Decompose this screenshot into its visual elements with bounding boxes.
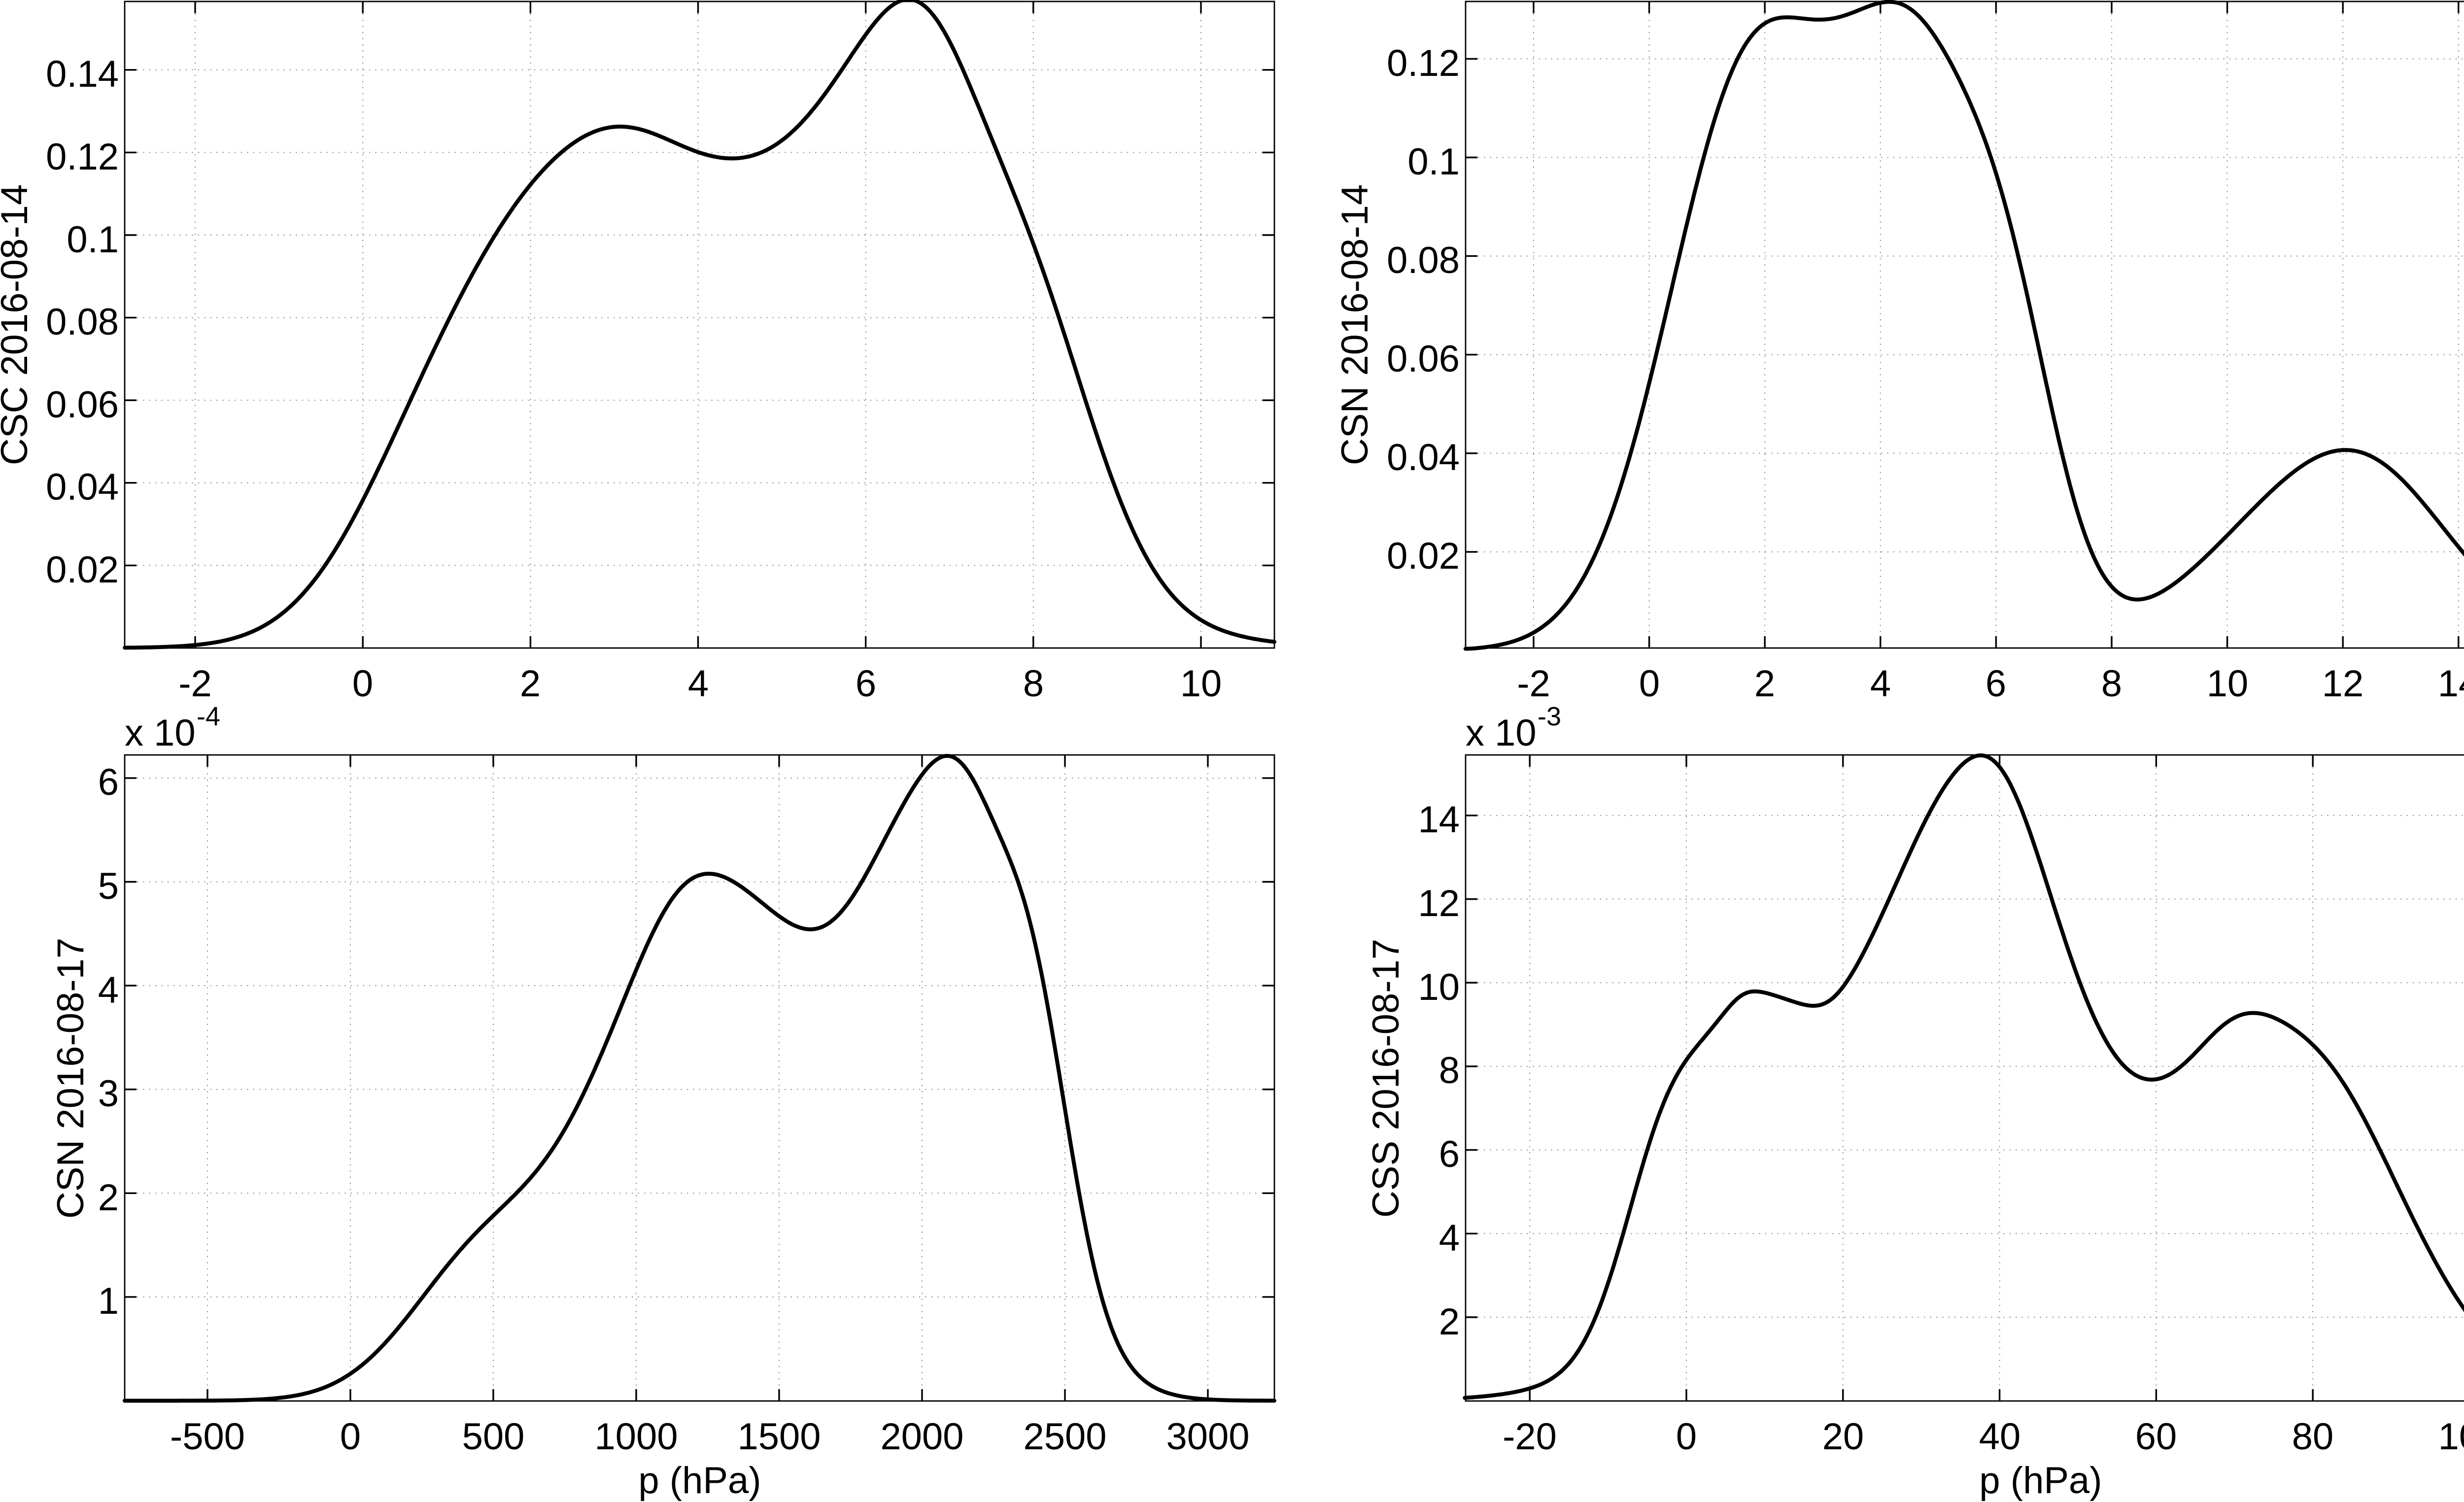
svg-text:10: 10: [1418, 966, 1460, 1008]
svg-text:0.02: 0.02: [1387, 535, 1460, 577]
svg-text:p (hPa): p (hPa): [638, 1460, 761, 1502]
svg-text:60: 60: [2135, 1416, 2177, 1458]
svg-text:4: 4: [98, 969, 119, 1011]
svg-text:0.12: 0.12: [1387, 42, 1460, 84]
svg-text:-20: -20: [1503, 1416, 1557, 1458]
svg-text:2: 2: [98, 1177, 119, 1219]
svg-text:3: 3: [98, 1073, 119, 1115]
svg-text:8: 8: [1023, 663, 1044, 705]
svg-text:0: 0: [352, 663, 373, 705]
svg-text:p (hPa): p (hPa): [1979, 1460, 2102, 1502]
svg-text:0: 0: [340, 1416, 361, 1458]
svg-text:1500: 1500: [737, 1416, 821, 1458]
svg-text:-4: -4: [197, 702, 220, 731]
svg-text:10: 10: [2207, 663, 2249, 705]
svg-text:500: 500: [462, 1416, 525, 1458]
svg-text:0.1: 0.1: [67, 219, 119, 261]
svg-text:6: 6: [1439, 1133, 1460, 1175]
svg-text:12: 12: [1418, 883, 1460, 924]
svg-text:CSS 2016-08-17: CSS 2016-08-17: [1365, 939, 1407, 1218]
svg-text:-3: -3: [1538, 702, 1561, 731]
svg-text:0: 0: [1639, 663, 1660, 705]
svg-text:2: 2: [1754, 663, 1775, 705]
svg-text:0.02: 0.02: [46, 549, 119, 591]
svg-text:4: 4: [1439, 1217, 1460, 1259]
svg-text:0.04: 0.04: [46, 466, 119, 508]
svg-text:1000: 1000: [594, 1416, 678, 1458]
svg-text:0.06: 0.06: [46, 384, 119, 426]
svg-text:14: 14: [2438, 663, 2464, 705]
svg-text:1: 1: [98, 1280, 119, 1322]
svg-text:x 10: x 10: [125, 712, 196, 754]
svg-text:0.12: 0.12: [46, 136, 119, 178]
svg-text:0.08: 0.08: [46, 301, 119, 343]
svg-text:-2: -2: [1517, 663, 1550, 705]
svg-text:12: 12: [2322, 663, 2364, 705]
svg-text:10: 10: [1180, 663, 1222, 705]
svg-text:0: 0: [1676, 1416, 1697, 1458]
svg-text:0.08: 0.08: [1387, 239, 1460, 281]
svg-text:2500: 2500: [1023, 1416, 1106, 1458]
svg-text:x 10: x 10: [1466, 712, 1537, 754]
svg-text:3000: 3000: [1166, 1416, 1249, 1458]
svg-text:40: 40: [1979, 1416, 2021, 1458]
svg-text:0.1: 0.1: [1407, 141, 1460, 183]
svg-text:-2: -2: [178, 663, 212, 705]
svg-text:6: 6: [1985, 663, 2006, 705]
svg-text:CSN 2016-08-14: CSN 2016-08-14: [1334, 184, 1376, 465]
svg-text:2000: 2000: [880, 1416, 963, 1458]
svg-text:8: 8: [2101, 663, 2122, 705]
svg-text:20: 20: [1822, 1416, 1864, 1458]
svg-text:8: 8: [1439, 1050, 1460, 1092]
svg-text:2: 2: [520, 663, 541, 705]
svg-text:0.04: 0.04: [1387, 437, 1460, 478]
svg-text:0.14: 0.14: [46, 53, 119, 95]
svg-text:14: 14: [1418, 799, 1460, 841]
svg-text:80: 80: [2292, 1416, 2334, 1458]
svg-text:5: 5: [98, 865, 119, 907]
svg-text:4: 4: [688, 663, 709, 705]
svg-text:CSC 2016-08-14: CSC 2016-08-14: [0, 184, 35, 465]
svg-text:6: 6: [856, 663, 876, 705]
svg-text:4: 4: [1870, 663, 1891, 705]
svg-text:-500: -500: [170, 1416, 245, 1458]
svg-text:2: 2: [1439, 1301, 1460, 1343]
svg-text:0.06: 0.06: [1387, 338, 1460, 380]
svg-text:CSN 2016-08-17: CSN 2016-08-17: [50, 938, 92, 1219]
svg-text:100: 100: [2438, 1416, 2464, 1458]
svg-text:6: 6: [98, 761, 119, 803]
